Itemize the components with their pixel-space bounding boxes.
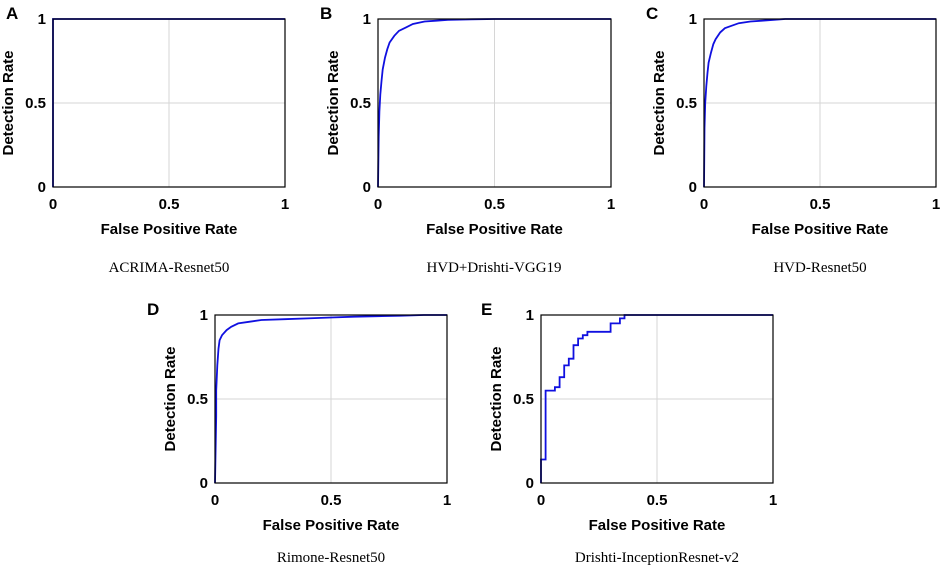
x-tick-label: 1 [443,492,451,509]
panel-letter: E [481,300,492,319]
y-axis-label: Detection Rate [325,50,342,155]
x-tick-label: 1 [932,196,940,213]
x-axis-label: False Positive Rate [589,517,726,534]
panel-caption: HVD-Resnet50 [773,260,866,276]
chart-panel-d: 0 0.5 1 0 0.5 1 False Positive Rate Detection R… [147,300,451,566]
y-tick-label: 0.5 [350,95,371,112]
x-axis-label: False Positive Rate [752,221,889,238]
y-tick-label: 0.5 [25,95,46,112]
axes-frame [214,314,448,484]
y-axis-label: Detection Rate [488,346,505,451]
y-tick-label: 0 [689,179,697,196]
panel-letter: C [646,4,658,23]
y-tick-label: 1 [526,307,534,324]
y-axis-label: Detection Rate [651,50,668,155]
panel-caption: ACRIMA-Resnet50 [109,260,230,276]
x-tick-label: 0 [537,492,545,509]
y-tick-label: 0.5 [676,95,697,112]
panel-letter: A [6,4,18,23]
x-tick-label: 0 [211,492,219,509]
x-tick-label: 0.5 [647,492,668,509]
chart-panel-e: 0 0.5 1 0 0.5 1 False Positive Rate Detection R… [481,300,777,566]
y-tick-label: 0.5 [513,391,534,408]
axes-frame [540,314,774,484]
panel-letter: D [147,300,159,319]
y-axis-label: Detection Rate [162,346,179,451]
y-tick-label: 1 [363,11,371,28]
roc-curve-line [214,314,447,484]
y-tick-label: 0 [38,179,46,196]
y-tick-label: 1 [200,307,208,324]
panel-caption: Drishti-InceptionResnet-v2 [575,550,739,566]
axes-frame [377,18,612,188]
roc-curve-line [540,314,773,483]
axes-frame [52,18,286,188]
x-tick-label: 1 [769,492,777,509]
axes-frame [703,18,937,188]
x-tick-label: 1 [281,196,289,213]
y-tick-label: 1 [689,11,697,28]
y-tick-label: 0 [526,475,534,492]
x-axis-label: False Positive Rate [426,221,563,238]
x-axis-label: False Positive Rate [263,517,400,534]
y-tick-label: 0 [363,179,371,196]
x-tick-label: 0.5 [484,196,505,213]
y-tick-label: 1 [38,11,46,28]
y-tick-label: 0 [200,475,208,492]
x-tick-label: 0 [374,196,382,213]
roc-curve-line [703,18,936,188]
x-axis-label: False Positive Rate [101,221,238,238]
x-tick-label: 0.5 [321,492,342,509]
x-tick-label: 0.5 [159,196,180,213]
x-tick-label: 0 [49,196,57,213]
x-tick-label: 1 [607,196,615,213]
chart-panel-b: 0 0.5 1 0 0.5 1 False Positive Rate Detection R… [320,4,615,276]
panel-caption: Rimone-Resnet50 [277,550,385,566]
chart-panel-c: 0 0.5 1 0 0.5 1 False Positive Rate Detection R… [646,4,940,276]
panel-caption: HVD+Drishti-VGG19 [426,260,561,276]
panel-letter: B [320,4,332,23]
chart-panel-a: 0 0.5 1 0 0.5 1 False Positive Rate Detection R… [0,4,289,276]
x-tick-label: 0 [700,196,708,213]
y-axis-label: Detection Rate [0,50,17,155]
x-tick-label: 0.5 [810,196,831,213]
y-tick-label: 0.5 [187,391,208,408]
